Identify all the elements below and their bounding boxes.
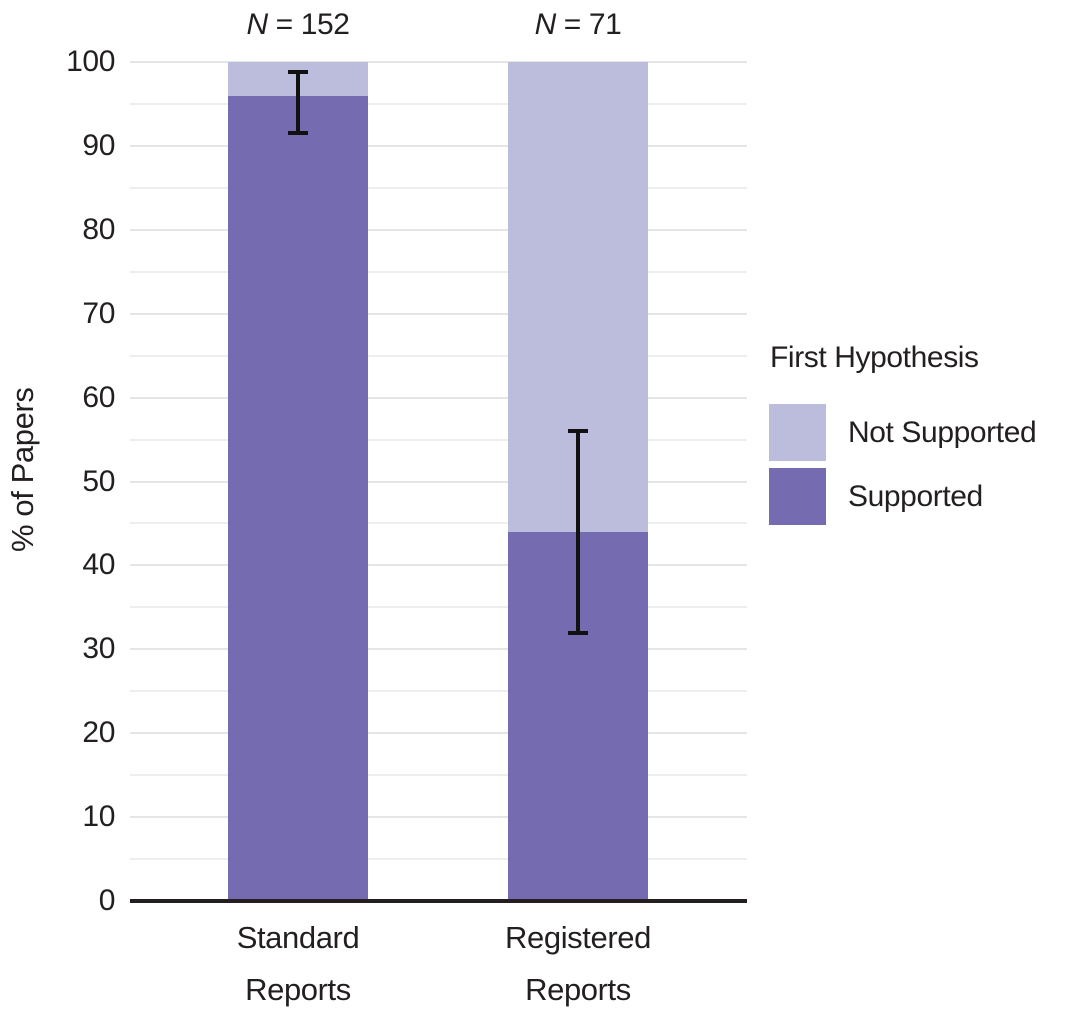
y-tick-label: 40 [82,548,115,582]
y-tick-label: 50 [82,464,115,498]
error-bar-cap-top [568,429,588,434]
n-symbol: N [534,8,557,41]
major-gridline [130,144,747,147]
error-bar-cap-top [288,70,308,75]
minor-gridline [130,690,747,693]
major-gridline [130,396,747,399]
y-tick-label: 80 [82,212,115,246]
legend-title: First Hypothesis [770,341,979,374]
legend-swatch [769,404,826,461]
minor-gridline [130,438,747,441]
x-category-label: Standard Reports [188,912,408,1016]
legend: First Hypothesis Not Supported Supported [765,336,1037,532]
x-category-label-line: Reports [245,972,351,1007]
x-category-label: Registered Reports [468,912,688,1016]
legend-entries: Not Supported Supported [765,404,1037,525]
error-bar-line [296,72,300,134]
y-tick-label: 30 [82,632,115,666]
legend-label: Not Supported [848,415,1037,449]
major-gridline [130,312,747,315]
major-gridline [130,480,747,483]
error-bar-cap-bottom [288,131,308,136]
minor-gridline [130,270,747,273]
x-axis-line [130,899,747,903]
sample-size-annotation: N = 152 [246,8,350,41]
legend-swatch [769,468,826,525]
x-category-label-line: Reports [525,972,631,1007]
x-category-label-line: Registered [505,920,651,955]
major-gridline [130,564,747,567]
minor-gridline [130,858,747,861]
y-tick-label: 10 [82,800,115,834]
minor-gridline [130,774,747,777]
bar-segment-supported [228,95,368,901]
major-gridline [130,228,747,231]
y-tick-label: 0 [98,884,116,917]
major-gridline [130,732,747,735]
major-gridline [130,61,747,63]
y-tick-label: 20 [82,716,115,750]
error-bar-cap-bottom [568,630,588,635]
x-category-label-line: Standard [236,920,360,955]
n-symbol: N [246,8,268,41]
major-gridline [130,648,747,651]
minor-gridline [130,102,747,105]
error-bar-line [576,431,580,633]
minor-gridline [130,186,747,189]
legend-label: Supported [848,479,983,513]
y-tick-label: 90 [82,128,115,162]
legend-entry: Not Supported [765,404,1037,461]
y-tick-label: 70 [82,296,115,330]
minor-gridline [130,606,747,609]
legend-entry: Supported [765,468,1036,525]
sample-size-annotation: N = 71 [534,8,622,41]
y-tick-label: 100 [66,45,115,78]
minor-gridline [130,522,747,525]
y-tick-label: 60 [82,380,115,414]
minor-gridline [130,354,747,357]
major-gridline [130,816,747,819]
